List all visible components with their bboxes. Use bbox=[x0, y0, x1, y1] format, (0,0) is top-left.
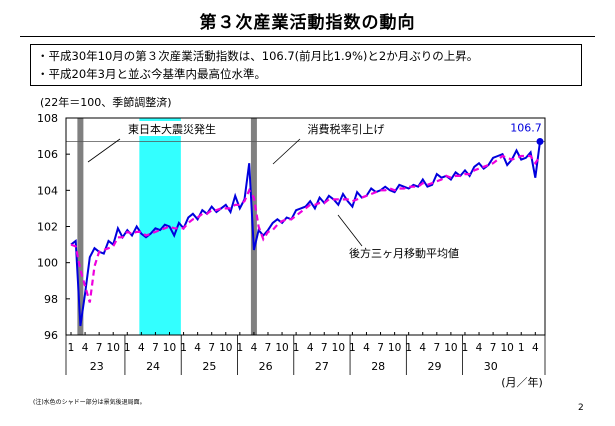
summary-line-2: ・平成20年3月と並ぶ今基準内最高位水準。 bbox=[37, 67, 266, 81]
year-label: 23 bbox=[90, 360, 104, 373]
y-tick-label: 100 bbox=[37, 257, 58, 270]
y-tick-label: 96 bbox=[44, 329, 58, 342]
y-tick-label: 108 bbox=[37, 112, 58, 125]
event-bar-tax bbox=[250, 118, 257, 335]
annotation-quake: 東日本大震災発生 bbox=[128, 122, 216, 136]
annotation-quake-bg bbox=[118, 121, 226, 136]
x-tick-label: 4 bbox=[251, 342, 258, 354]
x-tick-label: 7 bbox=[265, 342, 272, 354]
x-tick-label: 1 bbox=[405, 342, 412, 354]
x-tick-label: 7 bbox=[377, 342, 384, 354]
year-label: 26 bbox=[259, 360, 273, 373]
year-label: 29 bbox=[427, 360, 441, 373]
x-tick-label: 1 bbox=[68, 342, 75, 354]
x-tick-label: 1 bbox=[124, 342, 131, 354]
y-tick-label: 102 bbox=[37, 221, 58, 234]
x-tick-label: 10 bbox=[388, 342, 401, 354]
x-tick-label: 1 bbox=[349, 342, 356, 354]
title-underline bbox=[20, 36, 595, 37]
event-bar-quake bbox=[77, 118, 84, 335]
x-tick-label: 4 bbox=[532, 342, 539, 354]
x-tick-label: 4 bbox=[363, 342, 370, 354]
x-axis-label: (月／年) bbox=[501, 375, 543, 389]
annotation-tax: 消費税率引上げ bbox=[308, 122, 385, 136]
x-tick-label: 4 bbox=[82, 342, 89, 354]
x-tick-label: 4 bbox=[419, 342, 426, 354]
x-tick-label: 10 bbox=[444, 342, 457, 354]
annotation-quake-pointer bbox=[87, 138, 121, 163]
annotation-ma-pointer bbox=[337, 214, 363, 247]
last-point-marker bbox=[536, 138, 544, 146]
page-number: 2 bbox=[578, 403, 584, 413]
page-title: 第３次産業活動指数の動向 bbox=[199, 13, 416, 33]
x-tick-label: 10 bbox=[275, 342, 288, 354]
x-tick-label: 7 bbox=[152, 342, 159, 354]
y-tick-label: 106 bbox=[37, 148, 58, 161]
year-label: 25 bbox=[202, 360, 216, 373]
y-tick-label: 98 bbox=[44, 293, 58, 306]
x-tick-label: 10 bbox=[163, 342, 176, 354]
annotation-tax-bg bbox=[300, 121, 392, 136]
last-value-label: 106.7 bbox=[510, 122, 542, 135]
y-tick-label: 104 bbox=[37, 184, 58, 197]
x-tick-label: 1 bbox=[293, 342, 300, 354]
year-label: 27 bbox=[315, 360, 329, 373]
year-label: 24 bbox=[146, 360, 160, 373]
summary-line-1: ・平成30年10月の第３次産業活動指数は、106.7(前月比1.9%)と2か月ぶ… bbox=[37, 49, 479, 63]
recession-shading bbox=[139, 118, 181, 335]
x-tick-label: 4 bbox=[307, 342, 314, 354]
x-tick-label: 1 bbox=[518, 342, 525, 354]
x-tick-label: 10 bbox=[219, 342, 232, 354]
summary-box: ・平成30年10月の第３次産業活動指数は、106.7(前月比1.9%)と2か月ぶ… bbox=[30, 44, 582, 86]
x-tick-label: 1 bbox=[180, 342, 187, 354]
year-label: 30 bbox=[484, 360, 498, 373]
x-tick-label: 10 bbox=[500, 342, 513, 354]
x-tick-label: 7 bbox=[433, 342, 440, 354]
annotation-ma: 後方三ヶ月移動平均値 bbox=[349, 246, 459, 260]
unit-note: (22年＝100、季節調整済) bbox=[40, 96, 172, 109]
x-tick-label: 1 bbox=[462, 342, 469, 354]
x-tick-label: 7 bbox=[321, 342, 328, 354]
annotation-tax-pointer bbox=[272, 138, 301, 165]
x-tick-label: 7 bbox=[490, 342, 497, 354]
x-tick-label: 1 bbox=[236, 342, 243, 354]
x-tick-label: 7 bbox=[96, 342, 103, 354]
year-label: 28 bbox=[371, 360, 385, 373]
x-tick-label: 4 bbox=[476, 342, 483, 354]
x-tick-label: 4 bbox=[138, 342, 145, 354]
footnote: (注)水色のシャドー部分は景気後退局面。 bbox=[33, 399, 146, 406]
series-ma bbox=[70, 154, 541, 303]
x-tick-label: 10 bbox=[332, 342, 345, 354]
x-tick-label: 7 bbox=[208, 342, 215, 354]
x-tick-label: 10 bbox=[107, 342, 120, 354]
x-tick-label: 4 bbox=[194, 342, 201, 354]
